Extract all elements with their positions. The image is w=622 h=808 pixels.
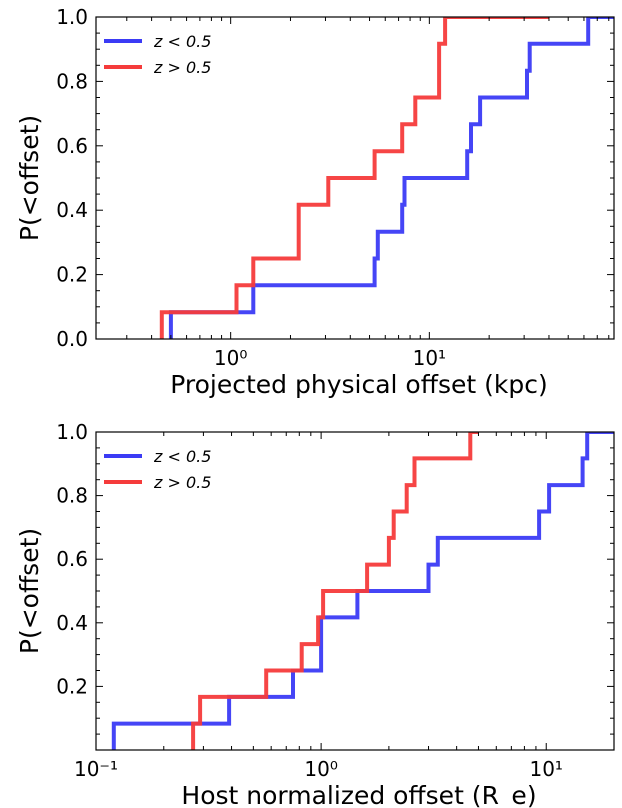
x-tick-label: 10⁰ [304,757,337,781]
legend: z < 0.5 z > 0.5 [104,32,211,77]
x-axis-title: Projected physical offset (kpc) [170,370,547,399]
legend-label: z < 0.5 [153,32,211,51]
y-tick-label: 0.4 [56,611,88,635]
legend-label: z > 0.5 [153,473,211,492]
y-tick-label: 0.8 [56,484,88,508]
y-tick-label: 1.0 [56,5,88,29]
y-tick-label: 1.0 [56,420,88,444]
y-tick-label: 0.0 [56,327,88,351]
series-group [111,432,614,750]
x-tick-label: 10¹ [529,757,562,781]
y-tick-label: 0.4 [56,198,88,222]
y-tick-label: 0.2 [56,263,88,287]
series-line-low-z [168,17,614,339]
legend-label: z < 0.5 [153,447,211,466]
series-line-low-z [111,432,614,750]
series-group [159,17,614,339]
x-axis-title: Host normalized offset (R_e) [181,781,536,808]
x-tick-label: 10⁰ [214,346,247,370]
y-axis-title: P(<offset) [15,115,44,241]
y-tick-label: 0.2 [56,674,88,698]
y-tick-label: 0.8 [56,69,88,93]
legend-label: z > 0.5 [153,58,211,77]
y-axis-title: P(<offset) [15,528,44,654]
series-line-high-z [159,17,549,339]
y-tick-label: 0.6 [56,134,88,158]
y-tick-label: 0.6 [56,547,88,571]
series-line-high-z [191,432,479,750]
legend: z < 0.5 z > 0.5 [104,447,211,492]
x-tick-label: 10⁻¹ [74,757,118,781]
x-tick-label: 10¹ [413,346,446,370]
